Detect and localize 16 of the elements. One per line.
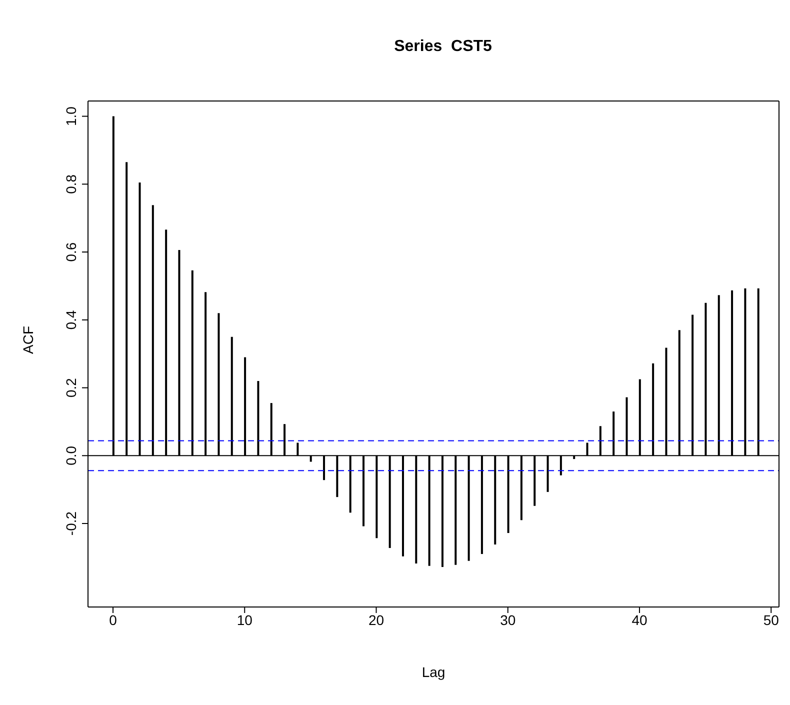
x-tick-label: 30 (500, 612, 516, 628)
chart-title: Series CST5 (393, 38, 493, 56)
x-tick-label: 0 (109, 612, 118, 628)
x-tick-label: 50 (763, 612, 780, 628)
x-tick-label: 10 (236, 612, 253, 628)
y-tick-label: 0.4 (63, 310, 79, 330)
y-tick-label: 0.0 (63, 446, 79, 466)
y-tick-label: 1.0 (63, 106, 79, 126)
x-tick-label: 40 (632, 612, 648, 628)
y-tick-label: 0.2 (63, 378, 79, 398)
y-tick-label: 0.6 (63, 242, 79, 262)
y-tick-label: -0.2 (63, 511, 79, 536)
x-axis-title: Lag (422, 664, 446, 680)
y-axis-title: ACF (20, 326, 36, 354)
x-tick-label: 20 (368, 612, 384, 628)
y-tick-label: 0.8 (63, 174, 79, 194)
